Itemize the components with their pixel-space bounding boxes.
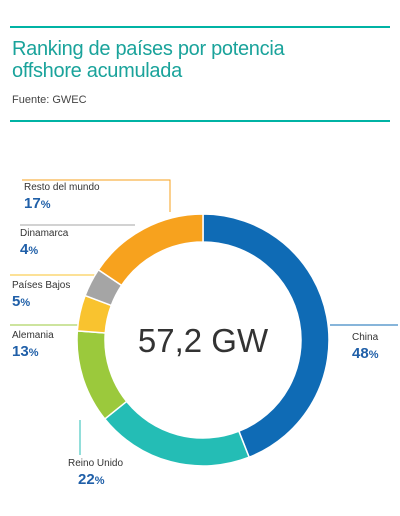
slice-percent-reino-unido: 22%	[78, 471, 105, 488]
slice-name-resto-del-mundo: Resto del mundo	[24, 182, 100, 193]
slice-name-china: China	[352, 332, 379, 343]
slice-name-alemania: Alemania	[12, 330, 54, 341]
slice-china	[202, 213, 330, 459]
slice-percent-alemania: 13%	[12, 343, 39, 360]
slice-name-paises-bajos: Países Bajos	[12, 280, 70, 291]
chart-title: Ranking de países por potencia offshore …	[12, 38, 392, 82]
top-rule	[10, 26, 390, 28]
slice-labels: China 48% Reino Unido 22% Alemania 13% Países …	[12, 182, 379, 488]
slice-percent-dinamarca: 4%	[20, 241, 38, 258]
slice-reino-unido	[103, 400, 251, 467]
chart-title-line1: Ranking de países por potencia	[12, 38, 285, 60]
chart-title-line2: offshore acumulada	[12, 60, 182, 82]
slice-resto-del-mundo	[97, 213, 204, 287]
chart-source: Fuente: GWEC	[12, 94, 87, 106]
slice-name-dinamarca: Dinamarca	[20, 228, 69, 239]
slice-alemania	[76, 330, 128, 421]
donut-slices	[76, 213, 330, 467]
callout-line-resto-del-mundo	[22, 179, 171, 212]
callout-lines	[10, 179, 398, 455]
slice-name-reino-unido: Reino Unido	[68, 458, 123, 469]
slice-percent-china: 48%	[352, 345, 379, 362]
slice-percent-resto-del-mundo: 17%	[24, 195, 51, 212]
center-total-label: 57,2 GW	[138, 322, 269, 359]
slice-percent-paises-bajos: 5%	[12, 293, 30, 310]
bottom-rule	[10, 120, 390, 122]
